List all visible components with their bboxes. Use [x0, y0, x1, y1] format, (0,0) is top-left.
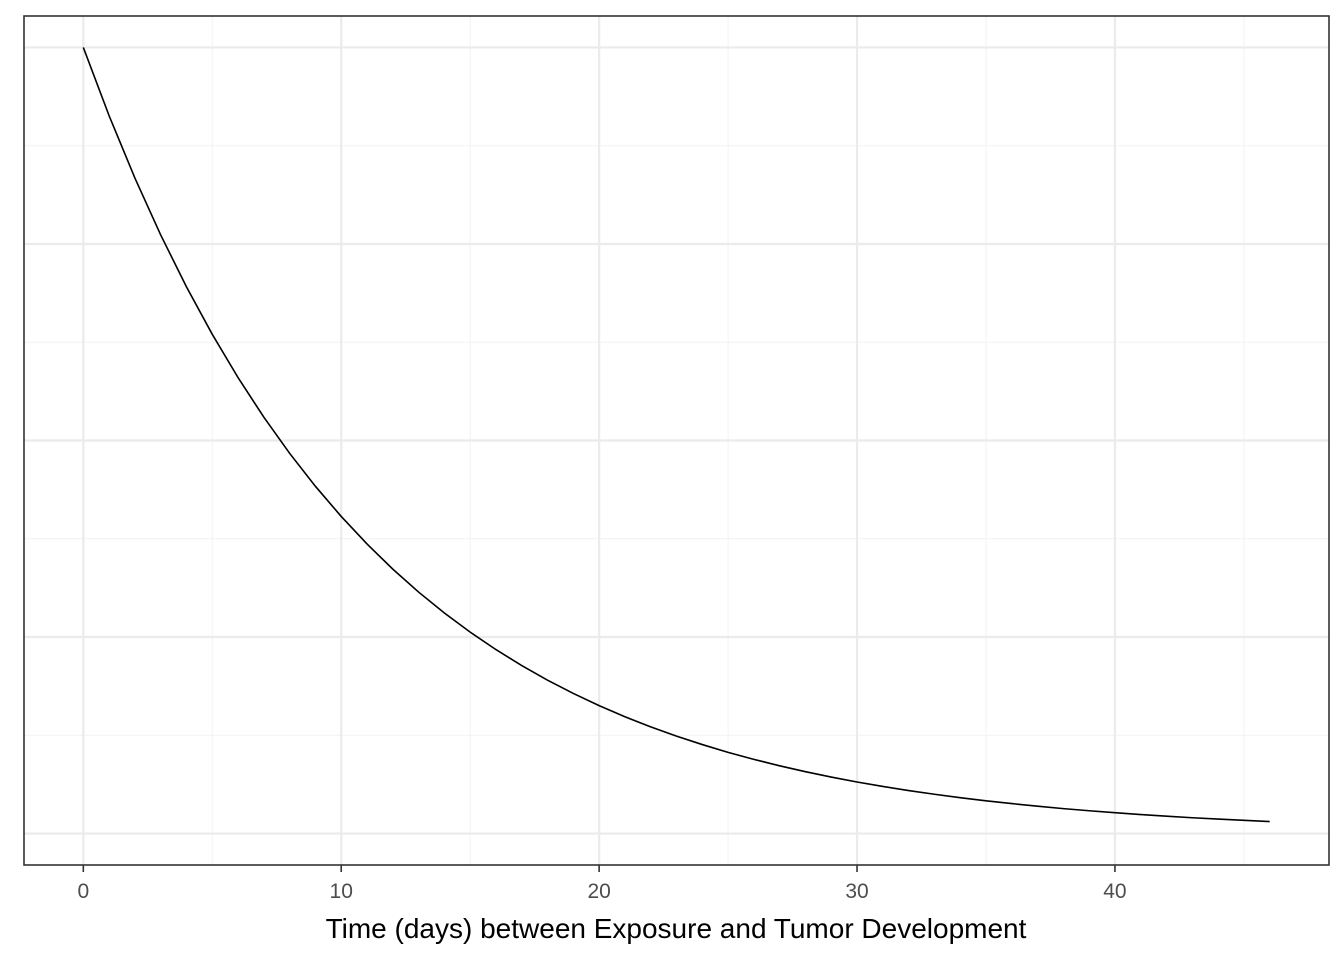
- x-tick-label: 20: [587, 880, 610, 903]
- x-axis-title: Time (days) between Exposure and Tumor D…: [326, 913, 1027, 944]
- x-axis-tick-labels: 0 10 20 30 40: [77, 880, 1126, 903]
- x-tick-label: 10: [330, 880, 353, 903]
- x-tick-label: 0: [77, 880, 89, 903]
- major-gridlines: [24, 16, 1329, 865]
- panel-border: [23, 15, 1330, 866]
- decay-curve-line: [82, 47, 1270, 823]
- x-tick-label: 30: [845, 880, 868, 903]
- x-tick-label: 40: [1103, 880, 1126, 903]
- x-axis-ticks: [82, 865, 1116, 872]
